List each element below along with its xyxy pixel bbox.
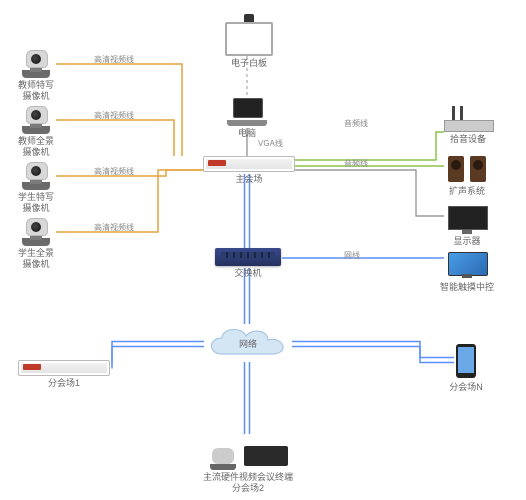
touch-controller-label: 智能触摸中控 [440, 282, 494, 293]
camera-student-close-icon [18, 160, 54, 190]
connection-label: 高清视频线 [94, 110, 134, 121]
whiteboard-label: 电子白板 [231, 58, 267, 69]
main-venue-codec-icon [203, 156, 295, 172]
connection-label: 音频线 [344, 158, 368, 169]
branch-n-phone-icon [456, 344, 476, 378]
connection-label: 高清视频线 [94, 222, 134, 233]
connection-label: 音频线 [344, 118, 368, 129]
speakers-label: 扩声系统 [449, 186, 485, 197]
camera-teacher-pano-label: 教师全景摄像机 [18, 136, 54, 158]
whiteboard-icon [225, 22, 273, 56]
branch-1-codec-icon [18, 360, 110, 376]
camera-student-pano-icon [18, 216, 54, 246]
audio-pickup-label: 拾音设备 [450, 134, 486, 145]
connection-label: 网线 [344, 250, 360, 261]
connection-label: 高清视频线 [94, 166, 134, 177]
main-venue-label: 主会场 [235, 174, 262, 185]
switch-label: 交换机 [234, 268, 261, 279]
speakers-icon [446, 156, 488, 184]
monitor-icon [446, 206, 488, 234]
cloud-label: 网络 [239, 339, 257, 350]
camera-student-pano-label: 学生全景摄像机 [18, 248, 54, 270]
laptop-label: 电脑 [238, 128, 256, 139]
camera-teacher-pano-icon [18, 104, 54, 134]
camera-teacher-close-icon [18, 48, 54, 78]
switch-icon [215, 248, 281, 266]
branch-n-label: 分会场N [449, 382, 483, 393]
touch-controller-icon [446, 252, 488, 278]
branch-1-label: 分会场1 [48, 378, 80, 389]
audio-pickup-icon [444, 104, 492, 132]
laptop-icon [227, 98, 267, 126]
connection-label: 高清视频线 [94, 54, 134, 65]
camera-student-close-label: 学生特写摄像机 [18, 192, 54, 214]
camera-teacher-close-label: 教师特写摄像机 [18, 80, 54, 102]
connection-label: VGA线 [258, 138, 283, 149]
conference-terminal-icon [208, 436, 288, 470]
monitor-label: 显示器 [453, 236, 480, 247]
conference-terminal-label: 主流硬件视频会议终端分会场2 [203, 472, 293, 494]
